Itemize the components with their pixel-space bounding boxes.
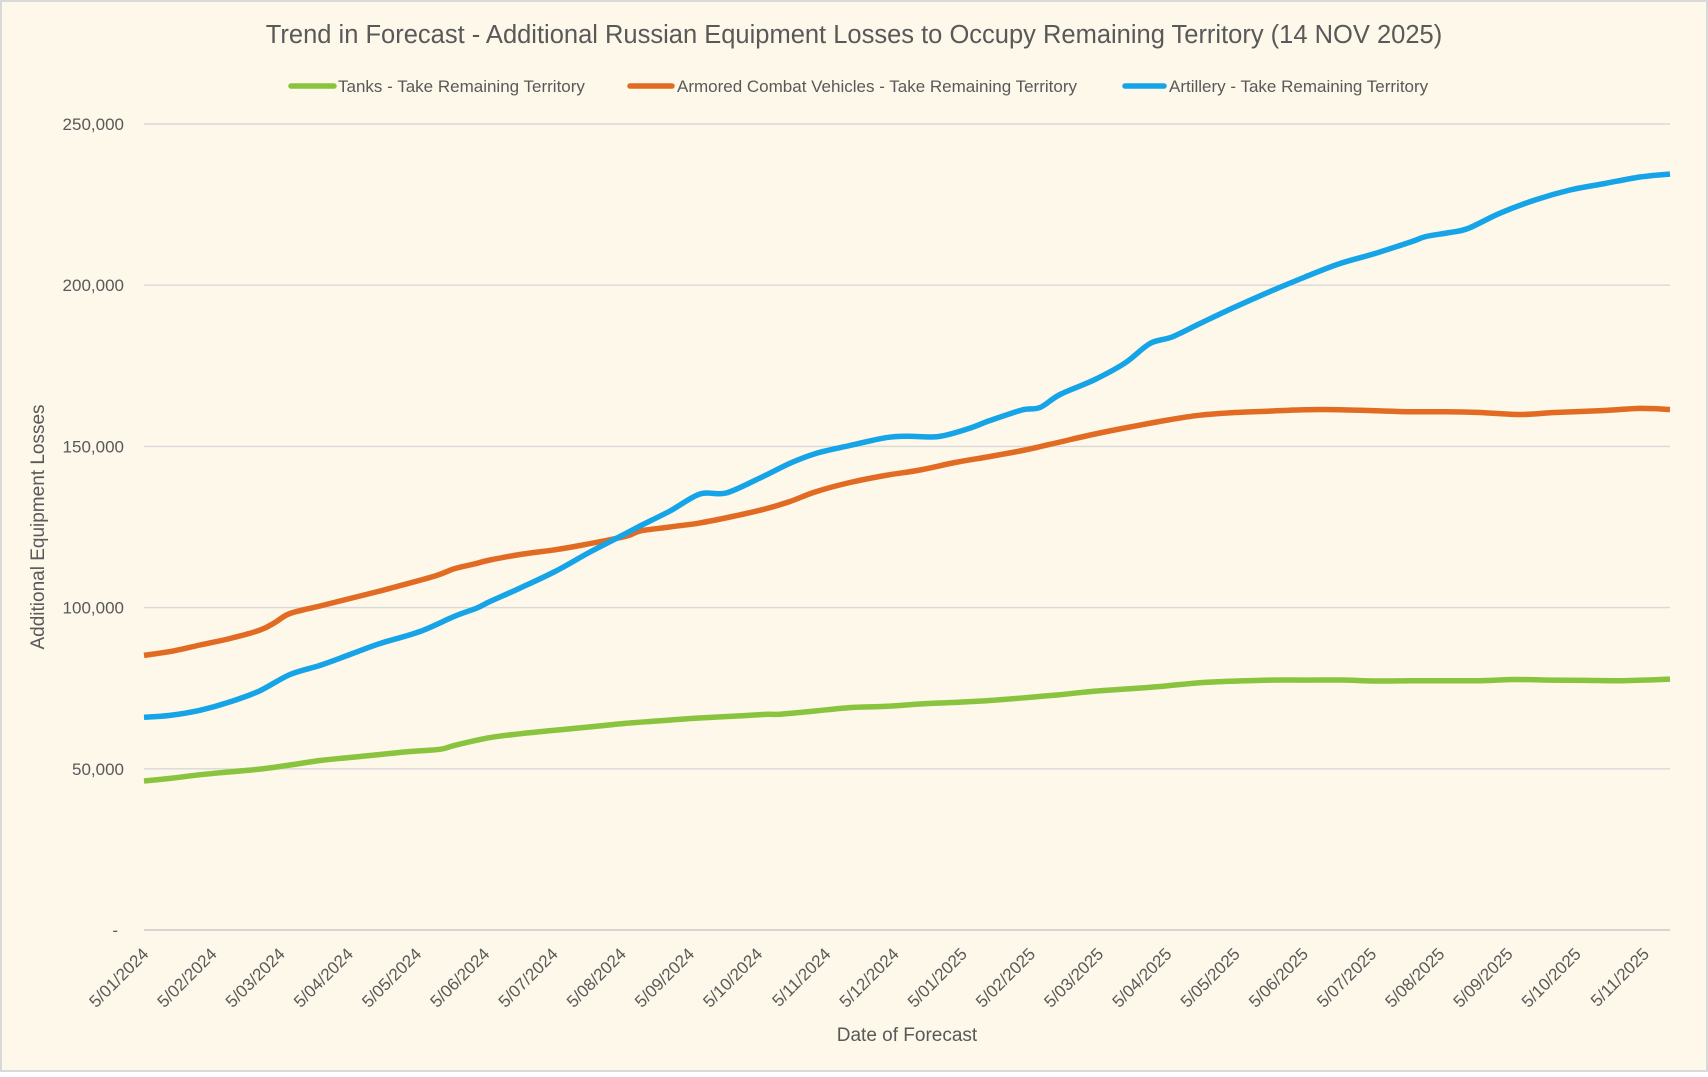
svg-text:Tanks - Take Remaining Territo: Tanks - Take Remaining Territory <box>338 77 585 96</box>
svg-text:Additional Equipment Losses: Additional Equipment Losses <box>28 404 49 649</box>
svg-text:Armored Combat Vehicles - Take: Armored Combat Vehicles - Take Remaining… <box>677 77 1077 96</box>
svg-text:Trend in Forecast - Additional: Trend in Forecast - Additional Russian E… <box>266 21 1442 49</box>
svg-text:50,000: 50,000 <box>72 760 124 779</box>
svg-text:Artillery - Take Remaining Ter: Artillery - Take Remaining Territory <box>1169 77 1429 96</box>
svg-text:250,000: 250,000 <box>63 115 124 134</box>
svg-text:-: - <box>112 921 118 940</box>
svg-text:100,000: 100,000 <box>63 599 124 618</box>
svg-text:Date of Forecast: Date of Forecast <box>837 1025 978 1046</box>
svg-text:200,000: 200,000 <box>63 276 124 295</box>
svg-text:150,000: 150,000 <box>63 437 124 456</box>
